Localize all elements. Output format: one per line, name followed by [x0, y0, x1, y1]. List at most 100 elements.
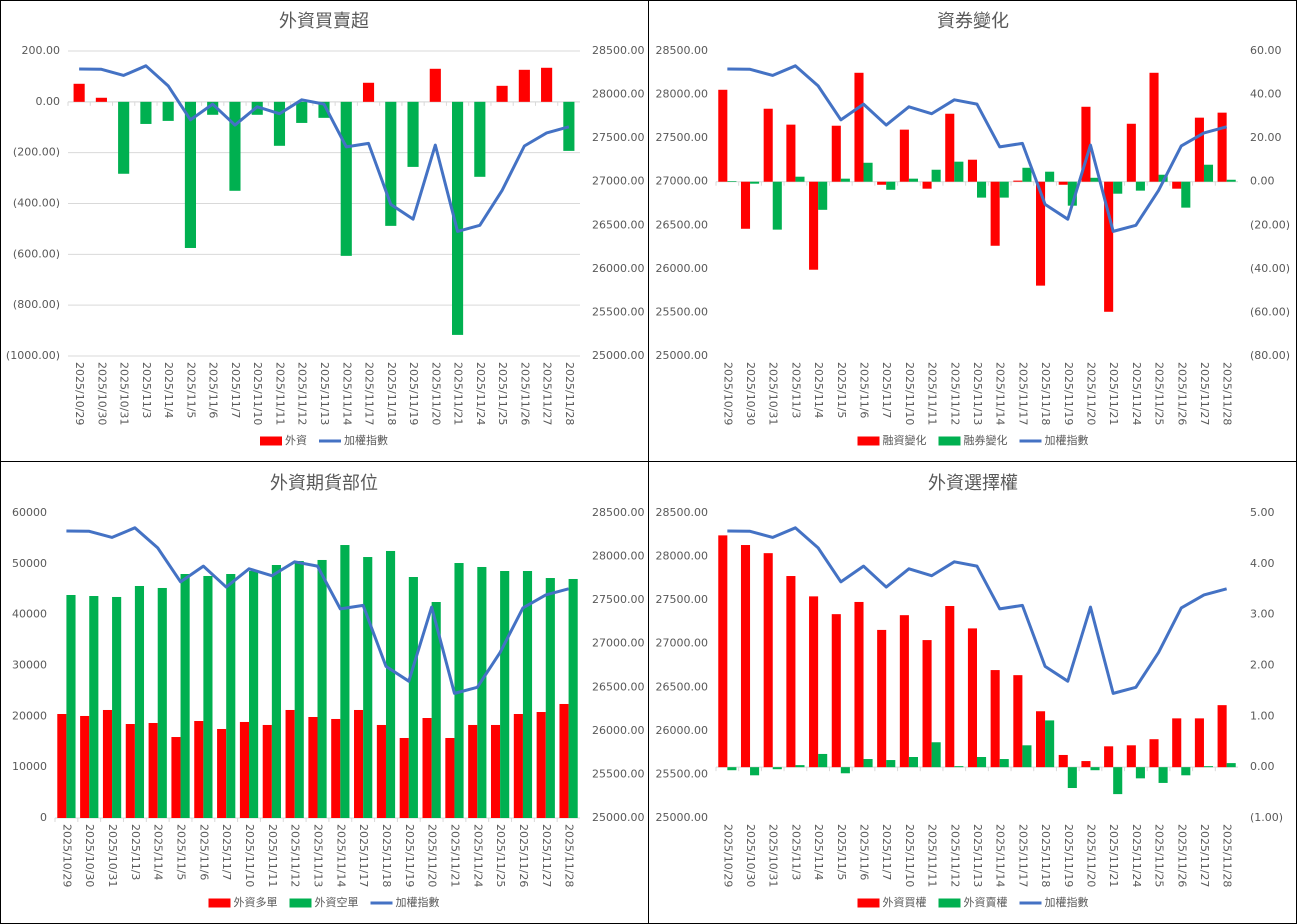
x-tick-label: 2025/11/28: [1221, 824, 1234, 887]
bar: [294, 560, 304, 818]
legend: 外資買權 外資賣權 加權指數: [857, 895, 1089, 909]
x-tick-label: 2025/11/10: [903, 362, 916, 425]
chart-title: 外資買賣超: [279, 11, 369, 32]
x-tick-label: 2025/11/6: [858, 824, 871, 880]
bar: [718, 535, 728, 768]
bar: [239, 721, 250, 818]
bar: [908, 178, 918, 182]
bar: [899, 615, 909, 768]
bar: [559, 703, 569, 818]
bar: [171, 737, 181, 818]
y2-tick-label: 0.00: [1250, 760, 1275, 773]
bar: [362, 82, 375, 102]
bar: [1045, 720, 1055, 768]
legend-swatch: [857, 898, 880, 908]
y-tick-label: 20000: [12, 709, 47, 722]
bar: [1022, 167, 1032, 182]
bar: [431, 602, 441, 818]
bar: [990, 181, 1000, 246]
y-tick-label: 30000: [12, 659, 47, 672]
bar: [477, 566, 487, 818]
bar: [809, 181, 819, 270]
x-tick-label: 2025/11/11: [926, 824, 939, 887]
y2-tick-label: 28500.00: [592, 44, 645, 57]
legend-swatch: [938, 898, 961, 908]
x-tick-label: 2025/11/7: [880, 824, 893, 880]
bar: [945, 606, 955, 768]
chart-title: 外資選擇權: [928, 473, 1018, 494]
y-tick-label: (600.00): [13, 247, 60, 260]
y2-tick-label: 5.00: [1250, 506, 1275, 519]
legend-label: 加權指數: [1045, 895, 1089, 909]
bar: [990, 670, 1000, 768]
bar: [95, 97, 107, 102]
y-tick-label: 25500.00: [656, 305, 709, 318]
bar: [318, 101, 330, 118]
bar: [1090, 767, 1100, 771]
bar: [536, 712, 546, 818]
x-tick-label: 2025/10/31: [767, 824, 780, 887]
bar: [80, 715, 90, 818]
bar: [795, 176, 805, 182]
y-tick-label: 25000.00: [656, 811, 709, 824]
bar: [385, 101, 397, 226]
y-tick-label: (800.00): [13, 298, 60, 311]
y-tick-label: 60000: [12, 506, 47, 519]
bar: [140, 101, 152, 124]
x-tick-label: 2025/11/26: [518, 362, 531, 425]
legend: 外資 加權指數: [260, 433, 388, 447]
x-tick-label: 2025/11/7: [220, 824, 233, 880]
bar: [1149, 72, 1159, 182]
bar: [727, 181, 737, 182]
y2-tick-label: (20.00): [1250, 218, 1290, 231]
y-tick-label: 27000.00: [656, 637, 709, 650]
bar: [490, 724, 501, 818]
y-tick-label: 25500.00: [656, 767, 709, 780]
bar: [1194, 117, 1204, 182]
chart-panel: 外資買賣超 200.00 0.00 (200.00) (400.00) (600.00) (…: [6, 11, 645, 447]
x-tick-label: 2025/11/19: [407, 362, 420, 425]
bar: [66, 594, 76, 818]
y2-tick-label: 28500.00: [592, 506, 645, 519]
x-tick-label: 2025/11/5: [175, 824, 188, 880]
x-tick-label: 2025/11/10: [243, 824, 256, 887]
bar: [563, 101, 575, 151]
x-tick-label: 2025/11/28: [1221, 362, 1234, 425]
y2-tick-label: 1.00: [1250, 709, 1275, 722]
y2-tick-label: 26000.00: [592, 262, 645, 275]
bar: [422, 718, 432, 818]
bar: [772, 181, 782, 230]
y2-tick-label: 27500.00: [592, 593, 645, 606]
legend-swatch: [938, 436, 961, 446]
x-tick-label: 2025/11/14: [994, 824, 1007, 887]
chart-panel: 外資選擇權 25000.00 25500.00 26000.00 26500.00 270…: [656, 473, 1284, 909]
x-tick-label: 2025/11/6: [858, 362, 871, 418]
x-tick-label: 2025/11/3: [789, 824, 802, 880]
y2-tick-label: 26500.00: [592, 680, 645, 693]
bar: [1135, 767, 1145, 779]
bar: [863, 759, 873, 768]
y2-tick-label: 28000.00: [592, 88, 645, 101]
bar: [718, 89, 728, 182]
legend-label: 外資賣權: [964, 895, 1008, 909]
bar: [1013, 180, 1023, 182]
y2-tick-label: 25000.00: [592, 811, 645, 824]
legend-swatch: [289, 898, 312, 908]
y-tick-label: 40000: [12, 608, 47, 621]
x-tick-label: 2025/11/11: [266, 824, 279, 887]
bar: [999, 759, 1009, 768]
x-tick-label: 2025/11/7: [229, 362, 242, 418]
x-tick-label: 2025/11/10: [251, 362, 264, 425]
bar: [967, 628, 977, 768]
bar: [513, 713, 523, 818]
bar: [886, 181, 896, 190]
line: [66, 526, 569, 695]
y-tick-label: 28000.00: [656, 88, 709, 101]
bar: [296, 101, 308, 123]
bar: [750, 767, 760, 776]
x-tick-label: 2025/11/17: [363, 362, 376, 425]
bar: [1135, 181, 1145, 191]
bar: [809, 596, 819, 768]
y-tick-label: 0.00: [36, 95, 61, 108]
bar: [408, 576, 418, 818]
